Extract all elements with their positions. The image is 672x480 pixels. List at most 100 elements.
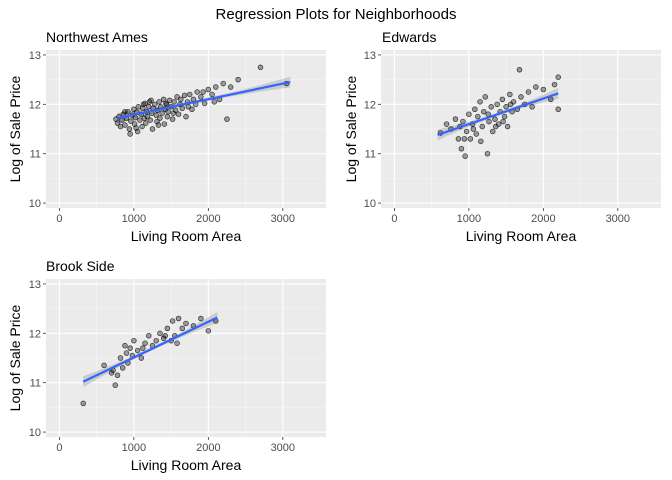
x-tick-label: 2000 — [196, 213, 220, 225]
scatter-point — [131, 121, 138, 127]
x-axis-title-edwards: Living Room Area — [466, 228, 577, 244]
scatter-point — [507, 91, 513, 98]
y-tick-label: 12 — [364, 99, 376, 111]
x-tick-labels-edwards: 0 1000 2000 3000 — [391, 208, 630, 225]
x-tick-labels-brook-side: 0 1000 2000 3000 — [56, 437, 295, 454]
regression-line — [117, 81, 291, 120]
scatter-point — [127, 131, 133, 137]
x-tick-label: 1000 — [457, 213, 481, 225]
panel-brook-side: Brook Side 0 1000 2000 3000 10 11 12 13 Living… — [7, 258, 326, 473]
scatter-point — [181, 92, 188, 99]
scatter-point — [117, 123, 124, 130]
scatter-point — [477, 99, 483, 105]
scatter-point — [467, 136, 474, 142]
scatter-point — [157, 330, 163, 337]
scatter-point — [178, 96, 184, 103]
scatter-point — [499, 96, 506, 103]
scatter-point — [224, 116, 230, 122]
scatter-point — [213, 84, 219, 90]
scatter-point — [140, 105, 146, 112]
scatter-point — [529, 104, 535, 110]
y-tick-label: 10 — [29, 427, 41, 439]
regression-line — [82, 316, 218, 383]
scatter-point — [144, 113, 151, 120]
scatter-point — [126, 126, 133, 132]
y-tick-labels-northwest-ames: 10 11 12 13 — [29, 50, 46, 210]
scatter-point — [201, 100, 208, 107]
y-axis-title-edwards: Log of Sale Price — [343, 75, 359, 182]
fit-line-edwards — [437, 92, 559, 136]
scatter-point — [492, 116, 498, 122]
scatter-point — [462, 153, 468, 159]
scatter-point — [470, 126, 477, 132]
scatter-point — [169, 116, 176, 122]
panel-edwards: Edwards 0 1000 2000 3000 10 11 12 13 Living Ro… — [343, 29, 661, 244]
scatter-point — [481, 108, 487, 115]
scatter-point — [157, 115, 163, 121]
scatter-point — [114, 120, 121, 126]
scatter-point — [164, 325, 171, 332]
scatter-point — [128, 118, 134, 124]
scatter-point — [146, 104, 152, 110]
scatter-point — [458, 146, 465, 152]
scatter-point — [153, 112, 159, 118]
scatter-point — [80, 400, 86, 407]
y-tick-label: 13 — [29, 50, 41, 62]
scatter-point — [518, 94, 524, 100]
scatter-point — [205, 86, 212, 93]
x-tick-label: 3000 — [271, 213, 295, 225]
scatter-point — [163, 100, 169, 107]
scatter-point — [143, 120, 149, 126]
scatter-point — [135, 104, 142, 110]
x-tick-label: 0 — [391, 213, 397, 225]
scatter-point — [235, 76, 241, 83]
scatter-point — [533, 84, 539, 90]
scatter-point — [117, 355, 124, 361]
x-tick-label: 1000 — [122, 213, 146, 225]
scatter-point — [101, 362, 107, 369]
scatter-point — [500, 118, 506, 125]
scatter-point — [179, 325, 186, 332]
fit-line-northwest-ames — [117, 81, 291, 120]
scatter-point — [482, 94, 489, 100]
scatter-point — [185, 104, 191, 110]
scatter-point — [171, 99, 177, 105]
scatter-point — [147, 117, 154, 123]
scatter-point — [200, 89, 206, 95]
scatter-point — [159, 110, 165, 116]
y-tick-label: 10 — [364, 198, 376, 210]
x-tick-label: 0 — [56, 442, 62, 454]
scatter-point — [165, 108, 171, 115]
scatter-point — [479, 123, 486, 130]
fit-line-brook-side — [82, 316, 218, 383]
scatter-point — [179, 105, 186, 112]
scatter-point — [478, 138, 484, 145]
x-tick-label: 3000 — [271, 442, 295, 454]
scatter-point — [227, 84, 234, 90]
scatter-point — [133, 125, 139, 131]
gridlines-northwest-ames — [46, 50, 326, 208]
scatter-point — [148, 97, 154, 104]
scatter-point — [503, 104, 509, 110]
scatter-point — [257, 64, 264, 71]
points-edwards — [437, 66, 561, 159]
scatter-point — [140, 345, 146, 351]
scatter-point — [122, 108, 128, 115]
y-tick-label: 10 — [29, 198, 41, 210]
scatter-point — [198, 315, 204, 322]
y-tick-label: 12 — [29, 99, 41, 111]
x-tick-label: 1000 — [122, 442, 146, 454]
scatter-point — [516, 66, 523, 73]
scatter-point — [443, 121, 450, 127]
scatter-point — [164, 113, 171, 120]
scatter-point — [484, 150, 491, 157]
scatter-point — [466, 111, 472, 117]
x-axis-title-brook-side: Living Room Area — [131, 457, 242, 473]
scatter-point — [220, 80, 226, 87]
scatter-point — [137, 117, 143, 123]
scatter-point — [170, 110, 177, 116]
scatter-point — [488, 104, 494, 110]
scatter-point — [140, 101, 147, 108]
x-tick-label: 2000 — [531, 213, 555, 225]
